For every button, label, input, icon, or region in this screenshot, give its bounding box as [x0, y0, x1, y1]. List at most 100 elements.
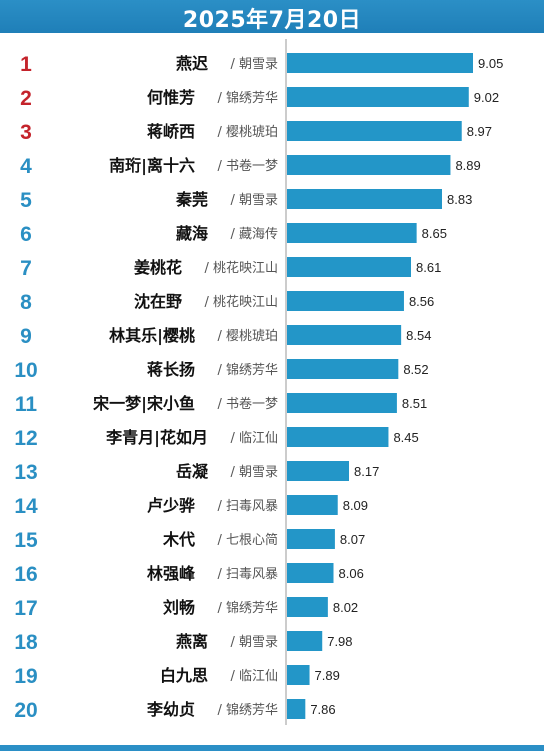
- category-label: 何惟芳: [147, 88, 195, 107]
- drama-label: / 扫毒风暴: [217, 567, 278, 582]
- bar: [287, 257, 411, 277]
- drama-label: / 桃花映江山: [204, 294, 278, 310]
- rank-number: 18: [14, 631, 38, 654]
- value-label: 8.06: [339, 566, 364, 581]
- rank-number: 5: [20, 189, 32, 212]
- chart-panel: 1 / 朝雪录 燕迟 9.05 2 / 锦绣芳华 何惟芳 9.02 3 / 樱桃琥珀 蒋峤西 8.97…: [0, 33, 544, 745]
- value-label: 8.83: [447, 192, 472, 207]
- value-label: 8.54: [406, 328, 431, 343]
- value-label: 8.02: [333, 600, 358, 615]
- rank-number: 4: [20, 155, 32, 178]
- bar: [287, 665, 310, 685]
- value-label: 9.05: [478, 56, 503, 71]
- rank-number: 19: [14, 665, 37, 688]
- rank-number: 6: [20, 223, 32, 246]
- drama-label: / 临江仙: [230, 431, 278, 446]
- bar: [287, 597, 328, 617]
- category-label: 秦莞: [175, 190, 208, 209]
- drama-label: / 锦绣芳华: [217, 363, 278, 378]
- rank-number: 13: [14, 461, 37, 484]
- value-label: 8.17: [354, 464, 379, 479]
- bar: [287, 631, 323, 651]
- value-label: 8.97: [467, 124, 492, 139]
- category-label: 宋一梦|宋小鱼: [92, 394, 195, 414]
- rank-number: 15: [14, 529, 38, 552]
- bar: [287, 495, 338, 515]
- drama-label: / 扫毒风暴: [217, 499, 278, 514]
- rank-number: 8: [20, 291, 32, 314]
- category-label: 李幼贞: [146, 700, 195, 719]
- drama-label: / 樱桃琥珀: [217, 328, 278, 344]
- bar: [287, 155, 451, 175]
- rank-number: 9: [20, 325, 32, 348]
- rank-number: 20: [14, 699, 37, 722]
- bar: [287, 427, 389, 447]
- bar: [287, 87, 469, 107]
- drama-label: / 锦绣芳华: [217, 91, 278, 106]
- rank-number: 16: [14, 563, 37, 586]
- rank-number: 17: [14, 597, 37, 620]
- bar: [287, 223, 417, 243]
- category-label: 沈在野: [134, 292, 182, 311]
- category-label: 南珩|离十六: [109, 156, 195, 176]
- bar: [287, 359, 399, 379]
- value-label: 8.89: [455, 158, 480, 173]
- category-label: 卢少骅: [147, 496, 195, 515]
- rank-number: 2: [20, 87, 32, 110]
- value-label: 8.51: [402, 396, 427, 411]
- category-label: 蒋峤西: [147, 122, 195, 141]
- rank-number: 14: [14, 495, 38, 518]
- footer-strip: [0, 745, 544, 751]
- drama-label: / 七根心简: [217, 532, 278, 548]
- value-label: 8.52: [403, 362, 428, 377]
- rank-number: 12: [14, 427, 37, 450]
- bar: [287, 121, 462, 141]
- bar: [287, 291, 404, 311]
- bar: [287, 529, 335, 549]
- bar: [287, 325, 402, 345]
- value-label: 9.02: [474, 90, 499, 105]
- bar-chart: 1 / 朝雪录 燕迟 9.05 2 / 锦绣芳华 何惟芳 9.02 3 / 樱桃琥珀 蒋峤西 8.97…: [14, 39, 503, 725]
- value-label: 7.89: [315, 668, 340, 683]
- category-label: 刘畅: [163, 598, 195, 617]
- category-label: 藏海: [176, 224, 208, 243]
- category-label: 林强峰: [147, 564, 196, 583]
- category-label: 姜桃花: [134, 258, 182, 277]
- bar: [287, 461, 349, 481]
- rank-number: 7: [20, 257, 32, 280]
- category-label: 木代: [162, 530, 195, 549]
- bar: [287, 189, 442, 209]
- value-label: 7.98: [327, 634, 352, 649]
- value-label: 7.86: [310, 702, 335, 717]
- category-label: 蒋长扬: [147, 360, 195, 379]
- value-label: 8.45: [393, 430, 418, 445]
- category-label: 燕迟: [176, 54, 208, 73]
- category-label: 李青月|花如月: [105, 428, 208, 448]
- drama-label: / 朝雪录: [230, 193, 278, 208]
- page-title: 2025年7月20日: [182, 8, 362, 33]
- drama-label: / 书卷一梦: [217, 396, 278, 412]
- bar: [287, 699, 306, 719]
- drama-label: / 朝雪录: [230, 635, 278, 650]
- drama-label: / 书卷一梦: [217, 158, 278, 174]
- drama-label: / 朝雪录: [230, 465, 278, 480]
- value-label: 8.07: [340, 532, 365, 547]
- rank-number: 11: [15, 393, 38, 416]
- category-label: 燕离: [176, 632, 208, 651]
- bar: [287, 53, 473, 73]
- category-label: 岳凝: [176, 462, 209, 481]
- value-label: 8.65: [422, 226, 447, 241]
- category-label: 白九思: [160, 666, 208, 685]
- drama-label: / 藏海传: [230, 227, 278, 242]
- rank-number: 1: [20, 53, 32, 76]
- category-label: 林其乐|樱桃: [109, 326, 195, 346]
- rank-number: 3: [20, 121, 32, 144]
- bar: [287, 563, 334, 583]
- value-label: 8.09: [343, 498, 368, 513]
- drama-label: / 桃花映江山: [204, 260, 278, 276]
- drama-label: / 朝雪录: [230, 57, 278, 72]
- drama-label: / 锦绣芳华: [217, 703, 278, 718]
- drama-label: / 临江仙: [230, 669, 278, 684]
- bar: [287, 393, 397, 413]
- drama-label: / 樱桃琥珀: [217, 124, 278, 140]
